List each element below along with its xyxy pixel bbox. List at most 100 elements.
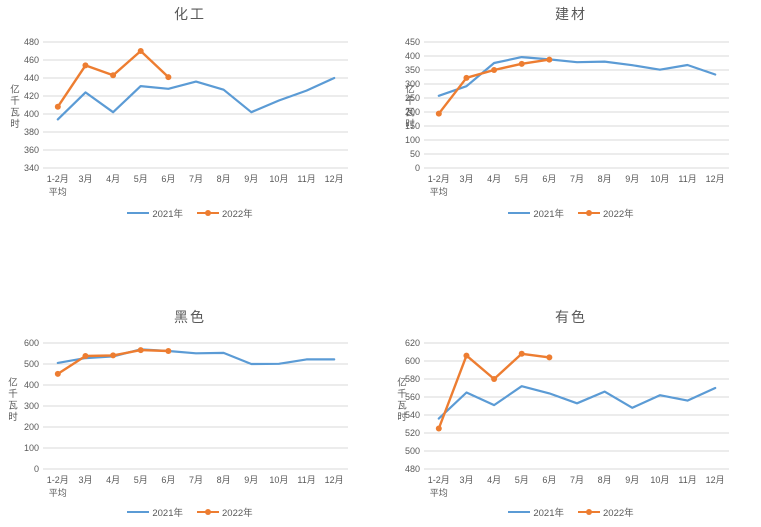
y-tick-label: 400 [24,380,39,390]
data-point-marker [463,74,470,81]
legend-line-marker-swatch-2022 [578,210,600,216]
x-tick-label: 1-2月 [47,174,69,184]
y-tick-label: 100 [24,443,39,453]
x-tick-label: 12月 [706,174,725,184]
x-tick-label: 平均 [49,487,67,498]
y-tick-label: 500 [24,359,39,369]
data-point-marker [518,350,525,357]
x-tick-label: 7月 [189,174,203,184]
legend-item-2022: 2022年 [578,505,634,519]
y-axis-title: 亿千瓦时 [395,377,406,423]
data-point-marker [491,67,498,73]
x-tick-label: 4月 [106,174,120,184]
x-tick-label: 10月 [269,475,288,485]
legend-line-marker-swatch-2022 [197,210,219,216]
x-tick-label: 5月 [134,174,148,184]
legend-line-swatch-2021 [508,510,531,514]
x-tick-label: 6月 [161,475,175,485]
x-tick-label: 12月 [325,174,344,184]
data-point-marker [491,376,498,382]
data-point-marker [546,56,553,63]
x-tick-label: 3月 [78,174,92,184]
data-point-marker [82,62,89,69]
chart-youse: 有色 亿千瓦时 480 500 520 540 560 580 600 620 1-2月 平均 3月… [381,285,761,527]
data-point-marker [54,103,61,110]
y-tick-label: 450 [405,37,420,47]
legend-label: 2021年 [533,508,564,519]
data-point-marker [546,354,553,361]
y-tick-label: 540 [405,410,420,420]
chart-heise: 黑色 亿千瓦时 0 100 200 300 400 500 600 1-2月 平均 3月 4月 5月 6… [0,285,380,527]
x-tick-label: 8月 [217,475,231,485]
y-tick-label: 580 [405,374,420,384]
x-tick-label: 11月 [297,174,315,184]
data-point-marker [463,352,470,359]
x-tick-label: 6月 [542,475,556,485]
x-tick-label: 6月 [542,174,556,184]
y-tick-label: 300 [405,79,420,89]
legend-dot-icon [205,210,211,216]
legend-item-2021: 2021年 [127,505,183,519]
y-tick-label: 300 [24,401,39,411]
legend-line-marker-swatch-2022 [578,509,600,515]
legend-line-marker-swatch-2022 [197,509,219,515]
y-axis-title: 亿千瓦时 [8,84,19,130]
x-tick-label: 5月 [515,475,529,485]
y-tick-label: 560 [405,392,420,402]
y-tick-label: 420 [24,91,39,101]
data-point-marker [435,110,442,117]
legend-label: 2021年 [533,209,564,220]
y-tick-label: 100 [405,135,420,145]
y-tick-label: 200 [405,107,420,117]
y-tick-label: 340 [24,163,39,173]
legend-dot-icon [586,210,592,216]
y-tick-label: 380 [24,127,39,137]
data-point-marker [110,352,117,359]
x-tick-label: 7月 [189,475,203,485]
chart-legend: 2021年 2022年 [0,505,380,519]
legend-item-2021: 2021年 [508,505,564,519]
data-point-marker [165,74,172,81]
y-tick-label: 440 [24,73,39,83]
legend-label: 2021年 [152,508,183,519]
x-tick-label: 6月 [161,174,175,184]
y-tick-label: 600 [405,356,420,366]
x-tick-label: 3月 [459,174,473,184]
chart-jiancai: 建材 亿千瓦时 0 50 100 150 200 250 300 350 400 450 1-2月平… [381,0,761,262]
y-tick-label: 250 [405,93,420,103]
y-tick-label: 520 [405,428,420,438]
legend-line-swatch-2021 [508,211,531,215]
legend-line-swatch-2021 [127,211,150,215]
legend-label: 2021年 [152,209,183,220]
x-tick-label: 3月 [78,475,92,485]
x-tick-label: 7月 [570,174,584,184]
y-tick-label: 0 [34,464,39,474]
data-point-marker [137,48,144,54]
data-point-marker [82,353,89,360]
x-tick-label: 3月 [459,475,473,485]
x-tick-label: 11月 [678,475,696,485]
x-tick-label: 1-2月 [428,174,450,184]
chart-title: 有色 [555,309,587,325]
series-line-2022年 [56,49,170,109]
legend-item-2022: 2022年 [197,505,253,519]
x-tick-label: 10月 [650,475,669,485]
x-tick-label: 9月 [625,475,639,485]
chart-legend: 2021年 2022年 [0,206,380,220]
x-tick-label: 9月 [244,475,258,485]
x-tick-label: 1-2月 [47,475,69,485]
x-tick-label: 7月 [570,475,584,485]
x-tick-label: 平均 [49,186,67,197]
y-tick-label: 620 [405,338,420,348]
series-line-2021年 [437,385,717,420]
chart-title: 建材 [555,6,587,22]
data-point-marker [165,347,172,354]
legend-dot-icon [205,509,211,515]
y-tick-label: 350 [405,65,420,75]
y-tick-label: 360 [24,145,39,155]
series-line-2022年 [437,352,551,430]
